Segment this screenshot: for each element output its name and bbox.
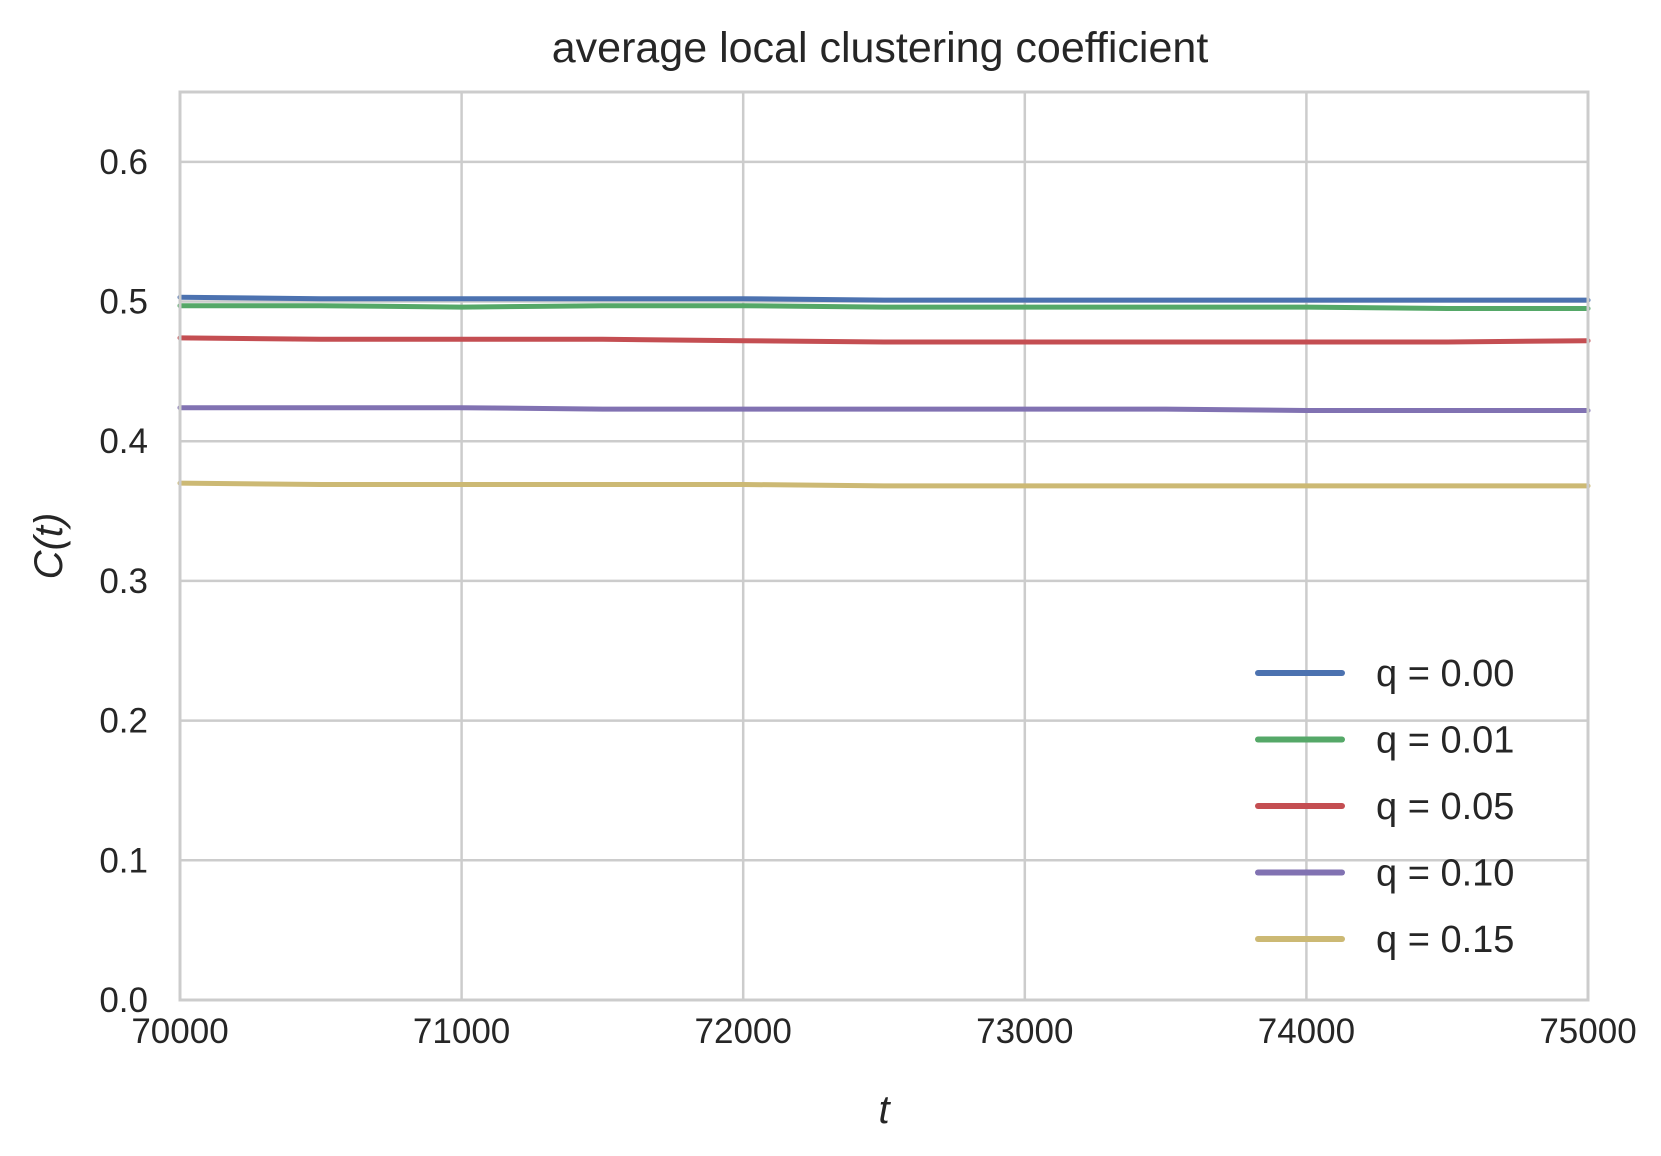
y-tick-label: 0.0: [99, 981, 148, 1020]
legend-label: q = 0.10: [1376, 853, 1514, 895]
x-tick-label: 72000: [695, 1012, 792, 1051]
legend-label: q = 0.01: [1376, 720, 1514, 762]
y-axis-label: C(t): [27, 513, 71, 580]
y-tick-labels: 0.0 0.1 0.2 0.3 0.4 0.5 0.6: [99, 143, 148, 1020]
legend-label: q = 0.05: [1376, 786, 1514, 828]
legend-label: q = 0.15: [1376, 919, 1514, 961]
x-tick-label: 75000: [1539, 1012, 1636, 1051]
x-tick-label: 73000: [976, 1012, 1073, 1051]
chart-title: average local clustering coefficient: [552, 24, 1209, 72]
y-tick-label: 0.5: [99, 283, 148, 322]
y-tick-label: 0.2: [99, 702, 148, 741]
y-tick-label: 0.1: [99, 841, 148, 880]
legend-label: q = 0.00: [1376, 653, 1514, 695]
x-axis-label: t: [878, 1088, 891, 1132]
y-tick-label: 0.3: [99, 562, 148, 601]
y-tick-label: 0.6: [99, 143, 148, 182]
y-tick-label: 0.4: [99, 422, 148, 461]
series-line: [177, 480, 1591, 489]
plot-frame: [178, 90, 1590, 1002]
x-tick-label: 71000: [413, 1012, 510, 1051]
series-lines: [177, 294, 1591, 489]
x-tick-label: 74000: [1258, 1012, 1355, 1051]
series-line: [177, 303, 1591, 311]
series-line: [177, 405, 1591, 413]
series-line: [177, 294, 1591, 303]
x-tick-label: 70000: [131, 1012, 228, 1051]
series-line: [177, 335, 1591, 345]
x-tick-labels: 70000 71000 72000 73000 74000 75000: [131, 1012, 1636, 1051]
legend: q = 0.00 q = 0.01 q = 0.05 q = 0.10 q = 0.15: [1255, 653, 1514, 961]
